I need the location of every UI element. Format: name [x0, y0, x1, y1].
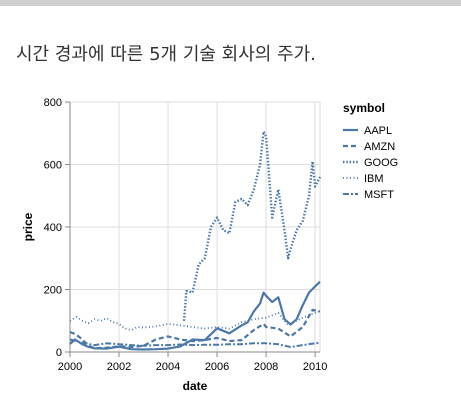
x-tick-label: 2008 — [254, 361, 278, 373]
legend-label-msft: MSFT — [364, 189, 394, 201]
x-tick-label: 2000 — [58, 361, 82, 373]
chart-axes: 2000 2002 2004 2006 2008 2010 0 200 400 600 800 — [44, 97, 328, 373]
legend-title: symbol — [343, 101, 385, 115]
y-tick-label: 800 — [44, 97, 62, 109]
x-tick-label: 2004 — [156, 361, 180, 373]
legend-label-amzn: AMZN — [364, 141, 395, 153]
x-axis-title: date — [183, 379, 208, 393]
series-line-goog — [182, 130, 322, 321]
y-tick-label: 400 — [44, 222, 62, 234]
y-axis-title: price — [21, 212, 35, 241]
y-tick-label: 0 — [56, 347, 62, 359]
top-divider-bar — [0, 0, 461, 6]
chart-legend: symbol AAPL AMZN GOOG IBM MSFT — [343, 101, 398, 201]
series-line-aapl — [69, 280, 321, 351]
y-tick-label: 600 — [44, 160, 62, 172]
x-tick-label: 2002 — [107, 361, 131, 373]
series-line-amzn — [69, 308, 321, 350]
x-tick-label: 2006 — [205, 361, 229, 373]
x-tick-label: 2010 — [303, 361, 327, 373]
chart-series — [69, 130, 322, 351]
series-line-msft — [69, 338, 321, 348]
page-title: 시간 경과에 따른 5개 기술 회사의 주가. — [16, 44, 316, 65]
legend-label-aapl: AAPL — [364, 125, 392, 137]
y-tick-label: 200 — [44, 285, 62, 297]
legend-label-ibm: IBM — [364, 173, 384, 185]
legend-label-goog: GOOG — [364, 157, 398, 169]
